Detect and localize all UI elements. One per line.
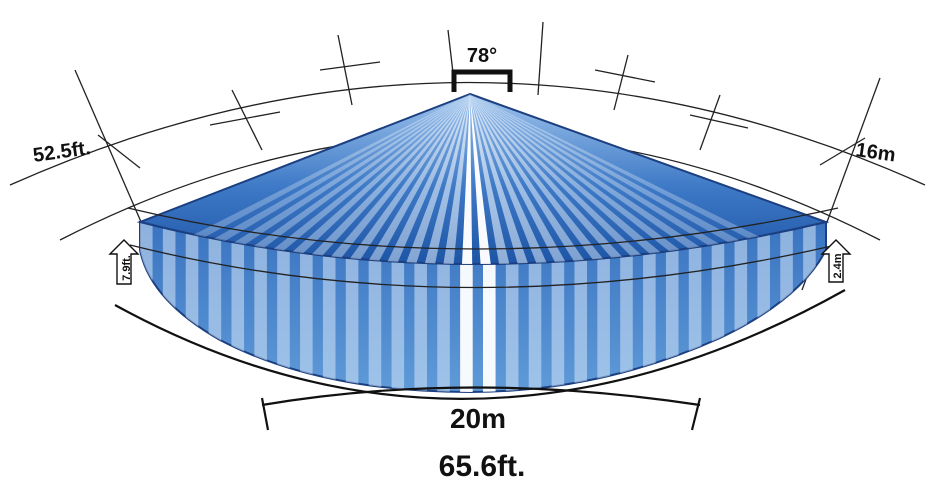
right-height-arrow-icon [820, 239, 852, 283]
detection-beam [460, 94, 473, 264]
detection-beam-wall [300, 251, 313, 392]
grid-cross-right [689, 114, 749, 129]
detection-beam-wall [231, 240, 245, 392]
detection-zone-top [127, 92, 839, 289]
detection-beam [322, 94, 470, 264]
detection-beam-wall [322, 254, 336, 392]
detection-beam [470, 94, 610, 264]
grid-radial-left [231, 89, 263, 151]
grid-radial-mid-left [337, 34, 353, 106]
detection-beam [437, 94, 470, 264]
detection-beam [470, 94, 793, 264]
grid-cross-left [209, 111, 281, 126]
detection-beam [185, 94, 470, 264]
detection-beam-wall [711, 242, 725, 392]
detection-beam-wall [643, 251, 656, 392]
detection-beam-wall [528, 260, 542, 392]
detection-beam [300, 94, 470, 264]
range-right-label: 16m [854, 139, 897, 166]
grid-radial-right [699, 94, 721, 151]
grid-cross-far-right [819, 137, 866, 166]
grid-arc-outer [9, 81, 926, 186]
detection-beam-wall [620, 254, 633, 392]
angle-label: 78° [467, 45, 497, 67]
detection-beam [470, 94, 816, 264]
detection-beam-wall [368, 258, 382, 392]
grid-radial-center-right [537, 21, 544, 96]
detection-beam [470, 94, 542, 264]
detection-beam [470, 94, 519, 264]
height-left-label: 7.9ft. [121, 255, 133, 281]
width-tick-right [690, 397, 702, 431]
grid-cross-far-left [97, 134, 141, 169]
detection-beam-wall [551, 259, 565, 392]
detection-beam-wall [185, 232, 199, 392]
detection-beam-wall [437, 261, 450, 392]
detection-beam-wall [597, 256, 610, 392]
detection-beam-wall [665, 248, 679, 392]
detection-beam-wall [277, 248, 290, 392]
width-dimension [114, 289, 846, 431]
range-left-label: 52.5ft. [32, 137, 92, 167]
detection-beam [345, 94, 470, 264]
detection-beam [470, 94, 748, 264]
detection-beam-wall [505, 261, 519, 392]
width-imperial-label: 65.6ft. [439, 450, 526, 481]
grid-cross-mid-left [319, 61, 381, 71]
height-right-label: 2.4m [832, 253, 844, 278]
grid-radial-mid-right [613, 54, 629, 111]
detection-beam-wall [574, 258, 588, 392]
zone-arc-near [129, 244, 837, 289]
detection-beam [208, 94, 470, 264]
detection-beam-wall [345, 256, 359, 392]
detection-beam-wall [483, 261, 496, 392]
width-dimension-inner-arc [261, 386, 701, 407]
detection-beam-wall [803, 224, 816, 392]
width-tick-left [260, 397, 270, 431]
detection-beam-wall [254, 244, 267, 392]
detection-beam [470, 94, 588, 264]
width-dimension-outer-arc [114, 289, 846, 400]
zone-arc-far [127, 207, 839, 250]
sensor-bracket-icon [451, 69, 513, 92]
detection-beam [368, 94, 470, 264]
detection-beam [231, 94, 470, 264]
detection-beam [414, 94, 470, 264]
grid-cross-mid-right [594, 69, 656, 83]
detection-beam [470, 94, 770, 264]
detection-beam-wall [391, 259, 405, 392]
detection-beam [470, 94, 496, 264]
detection-beam [470, 94, 633, 264]
detection-beam [140, 94, 470, 264]
detection-beam-wall [460, 261, 473, 392]
detection-beam-wall [414, 260, 427, 392]
detection-beam-wall [780, 228, 793, 392]
perspective-grid [9, 21, 926, 301]
detection-beam [162, 94, 470, 264]
detection-beam [391, 94, 470, 264]
detection-beam [470, 94, 725, 264]
detection-beam-wall [162, 227, 176, 392]
detection-beam [470, 94, 656, 264]
width-metric-label: 20m [450, 403, 506, 434]
detection-beam [470, 94, 565, 264]
left-height-arrow-icon [108, 239, 140, 285]
